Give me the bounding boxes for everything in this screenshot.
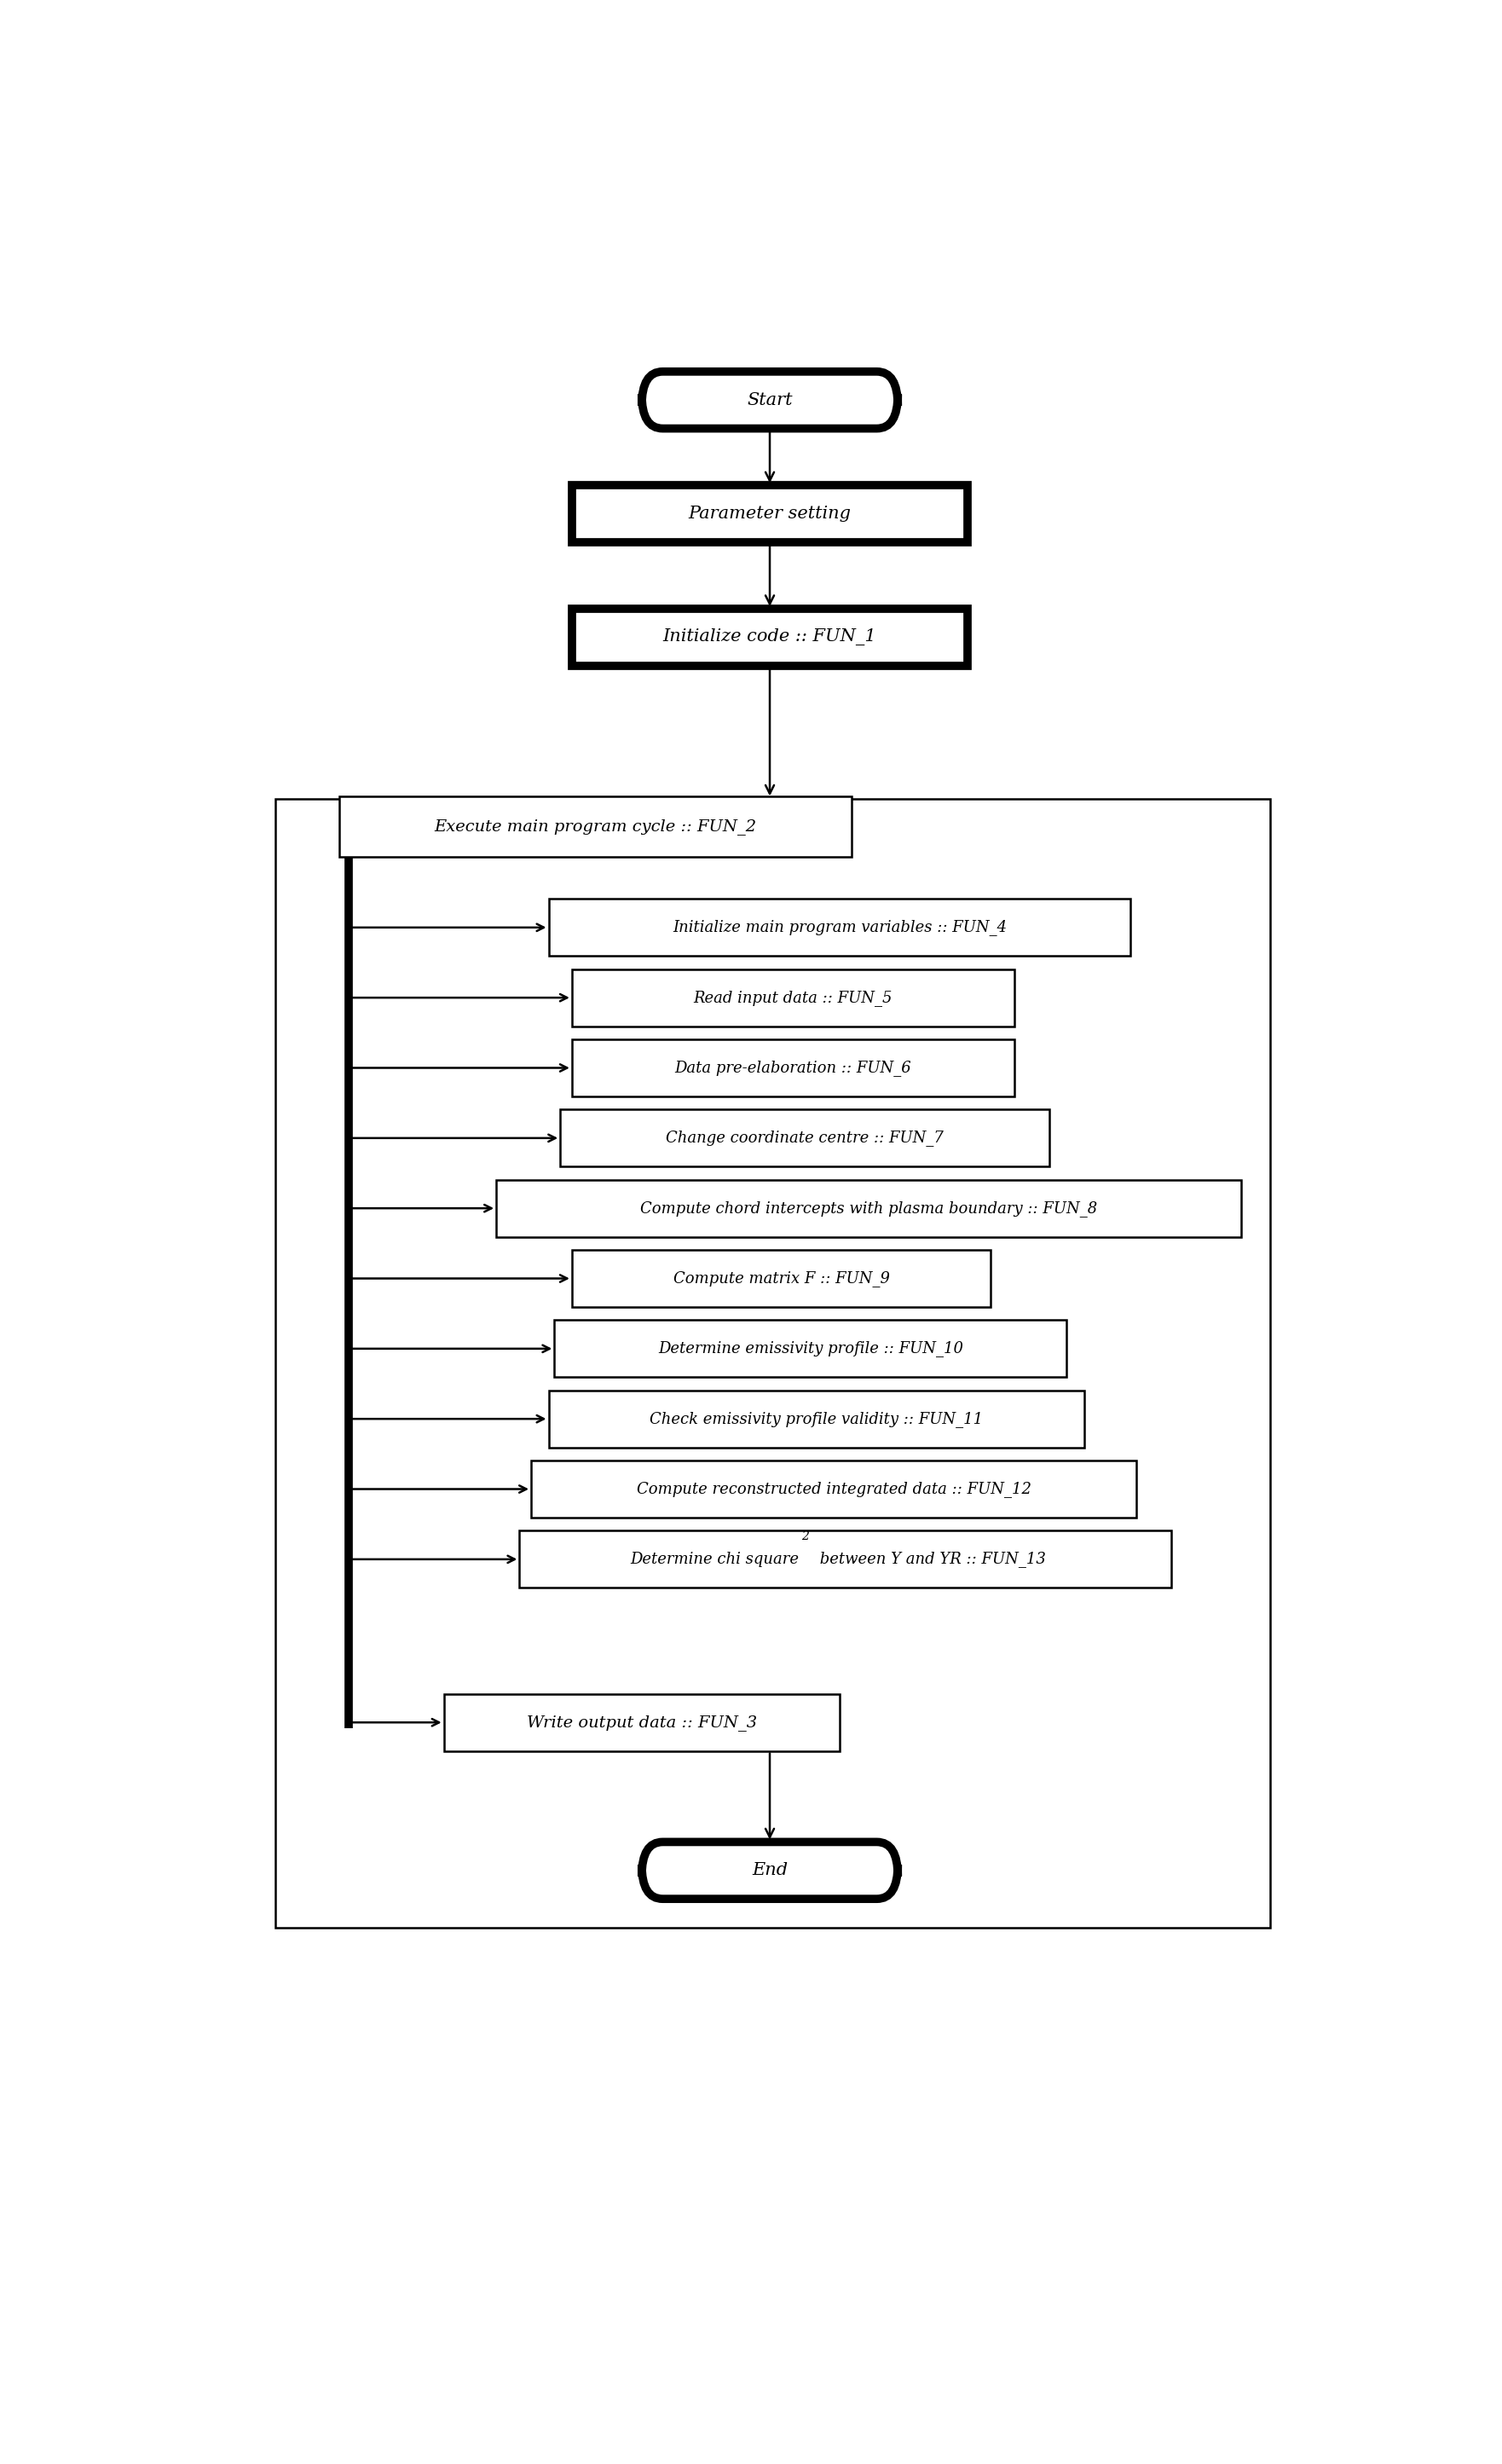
Bar — [548, 899, 1131, 956]
Text: End: End — [753, 1863, 787, 1878]
Text: Write output data :: FUN_3: Write output data :: FUN_3 — [527, 1715, 757, 1730]
Text: Compute chord intercepts with plasma boundary :: FUN_8: Compute chord intercepts with plasma bou… — [640, 1200, 1098, 1217]
Text: Parameter setting: Parameter setting — [688, 505, 852, 522]
FancyBboxPatch shape — [641, 372, 898, 429]
Text: Determine chi square: Determine chi square — [631, 1552, 799, 1567]
Text: Initialize main program variables :: FUN_4: Initialize main program variables :: FUN… — [673, 919, 1006, 936]
Bar — [496, 1180, 1241, 1237]
Text: Initialize code :: FUN_1: Initialize code :: FUN_1 — [662, 628, 877, 646]
FancyBboxPatch shape — [641, 1843, 898, 1900]
Bar — [554, 1321, 1066, 1377]
Text: Check emissivity profile validity :: FUN_11: Check emissivity profile validity :: FUN… — [650, 1412, 982, 1427]
Text: Execute main program cycle :: FUN_2: Execute main program cycle :: FUN_2 — [434, 818, 757, 835]
Bar — [572, 968, 1014, 1025]
Text: Read input data :: FUN_5: Read input data :: FUN_5 — [694, 991, 892, 1005]
Bar — [572, 609, 967, 665]
Text: Change coordinate centre :: FUN_7: Change coordinate centre :: FUN_7 — [665, 1131, 943, 1146]
Bar — [572, 485, 967, 542]
Text: Start: Start — [746, 392, 793, 409]
Text: Compute reconstructed integrated data :: FUN_12: Compute reconstructed integrated data ::… — [637, 1481, 1032, 1498]
Text: Data pre-elaboration :: FUN_6: Data pre-elaboration :: FUN_6 — [674, 1060, 912, 1077]
Bar — [572, 1040, 1014, 1096]
Bar — [275, 798, 1271, 1927]
Bar — [445, 1693, 840, 1752]
Text: between Y and YR :: FUN_13: between Y and YR :: FUN_13 — [816, 1552, 1045, 1567]
Bar — [532, 1461, 1137, 1518]
Text: 2: 2 — [801, 1530, 808, 1542]
Bar — [548, 1390, 1084, 1446]
Bar — [560, 1109, 1048, 1165]
Text: Compute matrix F :: FUN_9: Compute matrix F :: FUN_9 — [673, 1271, 889, 1286]
Bar — [339, 796, 852, 857]
Text: Determine emissivity profile :: FUN_10: Determine emissivity profile :: FUN_10 — [658, 1340, 963, 1358]
Bar — [520, 1530, 1172, 1587]
Bar — [572, 1249, 991, 1306]
